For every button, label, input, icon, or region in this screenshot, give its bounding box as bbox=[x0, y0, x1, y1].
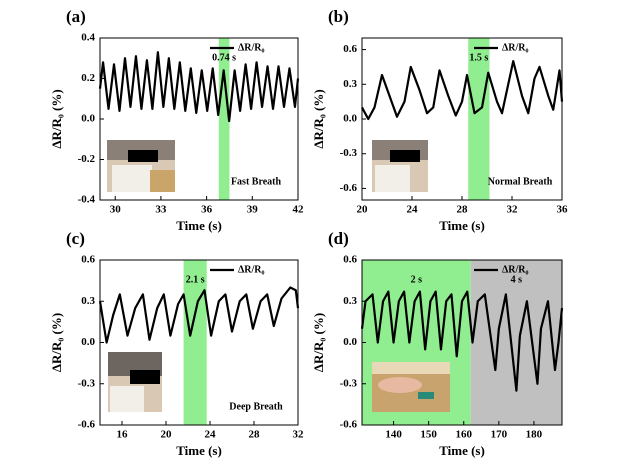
y-tick-label: -0.6 bbox=[340, 419, 358, 431]
highlight-band bbox=[468, 38, 490, 200]
panel-label: (b) bbox=[328, 7, 349, 26]
y-axis-label: ΔR/R₀ (%) bbox=[311, 313, 326, 372]
x-tick-label: 24 bbox=[205, 429, 217, 441]
highlight-band bbox=[183, 260, 207, 425]
panel: 2 s 4 sΔR/R₀ 140 150 160 170 180 -0.6 -0.3 0.0 0.3… bbox=[311, 229, 564, 458]
x-axis-label: Time (s) bbox=[439, 443, 485, 458]
y-tick-label: 0.6 bbox=[343, 254, 357, 266]
y-tick-label: 0.0 bbox=[343, 336, 357, 348]
x-tick-label: 160 bbox=[456, 429, 473, 441]
legend-label: ΔR/R₀ bbox=[502, 42, 529, 53]
y-tick-label: 0.0 bbox=[81, 336, 95, 348]
panel-label: (d) bbox=[328, 229, 349, 248]
x-axis-label: Time (s) bbox=[176, 443, 222, 458]
x-tick-label: 180 bbox=[526, 429, 543, 441]
x-tick-label: 42 bbox=[293, 204, 305, 216]
legend-label: ΔR/R₀ bbox=[238, 264, 265, 275]
y-tick-label: -0.3 bbox=[340, 147, 358, 159]
y-tick-label: 0.3 bbox=[343, 295, 357, 307]
x-tick-label: 16 bbox=[117, 429, 129, 441]
x-tick-label: 20 bbox=[161, 429, 173, 441]
y-tick-label: -0.6 bbox=[340, 182, 358, 194]
x-axis-label: Time (s) bbox=[176, 218, 222, 233]
panel: 1.5 s ΔR/R₀ 20 24 28 32 36 -0.6 -0.3 0.0 0.3 0.6 Tim… bbox=[311, 7, 568, 233]
highlight-band bbox=[470, 260, 562, 425]
annotation: Deep Breath bbox=[229, 401, 283, 412]
y-tick-label: 0.3 bbox=[343, 78, 357, 90]
x-tick-label: 150 bbox=[420, 429, 437, 441]
y-tick-label: 0.4 bbox=[81, 32, 95, 44]
y-tick-label: 0.0 bbox=[343, 113, 357, 125]
x-tick-label: 39 bbox=[247, 204, 259, 216]
x-tick-label: 28 bbox=[457, 204, 469, 216]
photo-inset bbox=[107, 140, 175, 192]
data-line bbox=[98, 51, 300, 123]
band-label: 2 s bbox=[411, 274, 423, 285]
x-tick-label: 170 bbox=[491, 429, 508, 441]
x-axis-label: Time (s) bbox=[439, 218, 485, 233]
x-tick-label: 33 bbox=[155, 204, 167, 216]
photo-inset bbox=[372, 362, 450, 412]
photo-inset bbox=[108, 352, 162, 412]
x-tick-label: 20 bbox=[357, 204, 369, 216]
x-tick-label: 36 bbox=[557, 204, 569, 216]
y-tick-label: -0.3 bbox=[78, 377, 96, 389]
panel-label: (c) bbox=[66, 229, 85, 248]
panel: 2.1 s ΔR/R₀ 16 20 24 28 32 -0.6 -0.3 0.0 0.3 0.6 Tim… bbox=[49, 229, 304, 458]
data-line bbox=[98, 286, 300, 344]
legend-label: ΔR/R₀ bbox=[502, 264, 529, 275]
y-tick-label: -0.4 bbox=[78, 194, 96, 206]
x-tick-label: 32 bbox=[507, 204, 519, 216]
y-axis-label: ΔR/R₀ (%) bbox=[311, 89, 326, 148]
data-line bbox=[360, 290, 564, 392]
y-axis-label: ΔR/R₀ (%) bbox=[49, 313, 64, 372]
panel: 0.74 sΔR/R₀ 30 33 36 39 42 -0.4 -0.2 0.0 0.2 0.4 Ti… bbox=[49, 7, 304, 233]
band-label: 1.5 s bbox=[469, 52, 488, 63]
photo-inset bbox=[372, 140, 428, 192]
x-tick-label: 36 bbox=[201, 204, 213, 216]
band-label: 2.1 s bbox=[186, 274, 205, 285]
y-axis-label: ΔR/R₀ (%) bbox=[49, 89, 64, 148]
x-tick-label: 28 bbox=[249, 429, 261, 441]
x-tick-label: 32 bbox=[293, 429, 305, 441]
y-tick-label: 0.3 bbox=[81, 295, 95, 307]
annotation: Normal Breath bbox=[488, 176, 553, 187]
panel-label: (a) bbox=[66, 7, 86, 26]
y-tick-label: 0.0 bbox=[81, 113, 95, 125]
x-tick-label: 140 bbox=[385, 429, 402, 441]
y-tick-label: -0.6 bbox=[78, 419, 96, 431]
y-tick-label: 0.6 bbox=[81, 254, 95, 266]
legend-label: ΔR/R₀ bbox=[238, 42, 265, 53]
band-label: 0.74 s bbox=[212, 52, 236, 63]
highlight-band bbox=[218, 38, 230, 200]
y-tick-label: -0.3 bbox=[340, 377, 358, 389]
band-label: 4 s bbox=[511, 274, 523, 285]
x-tick-label: 24 bbox=[407, 204, 419, 216]
y-tick-label: 0.6 bbox=[343, 43, 357, 55]
y-tick-label: 0.2 bbox=[81, 72, 95, 84]
y-tick-label: -0.2 bbox=[78, 153, 96, 165]
annotation: Fast Breath bbox=[231, 176, 282, 187]
data-line bbox=[361, 60, 564, 121]
x-tick-label: 30 bbox=[110, 204, 122, 216]
